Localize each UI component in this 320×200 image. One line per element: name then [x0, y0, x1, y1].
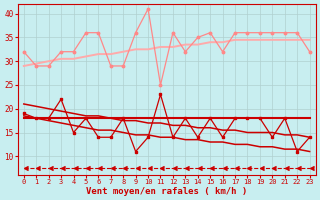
X-axis label: Vent moyen/en rafales ( km/h ): Vent moyen/en rafales ( km/h ) [86, 187, 247, 196]
